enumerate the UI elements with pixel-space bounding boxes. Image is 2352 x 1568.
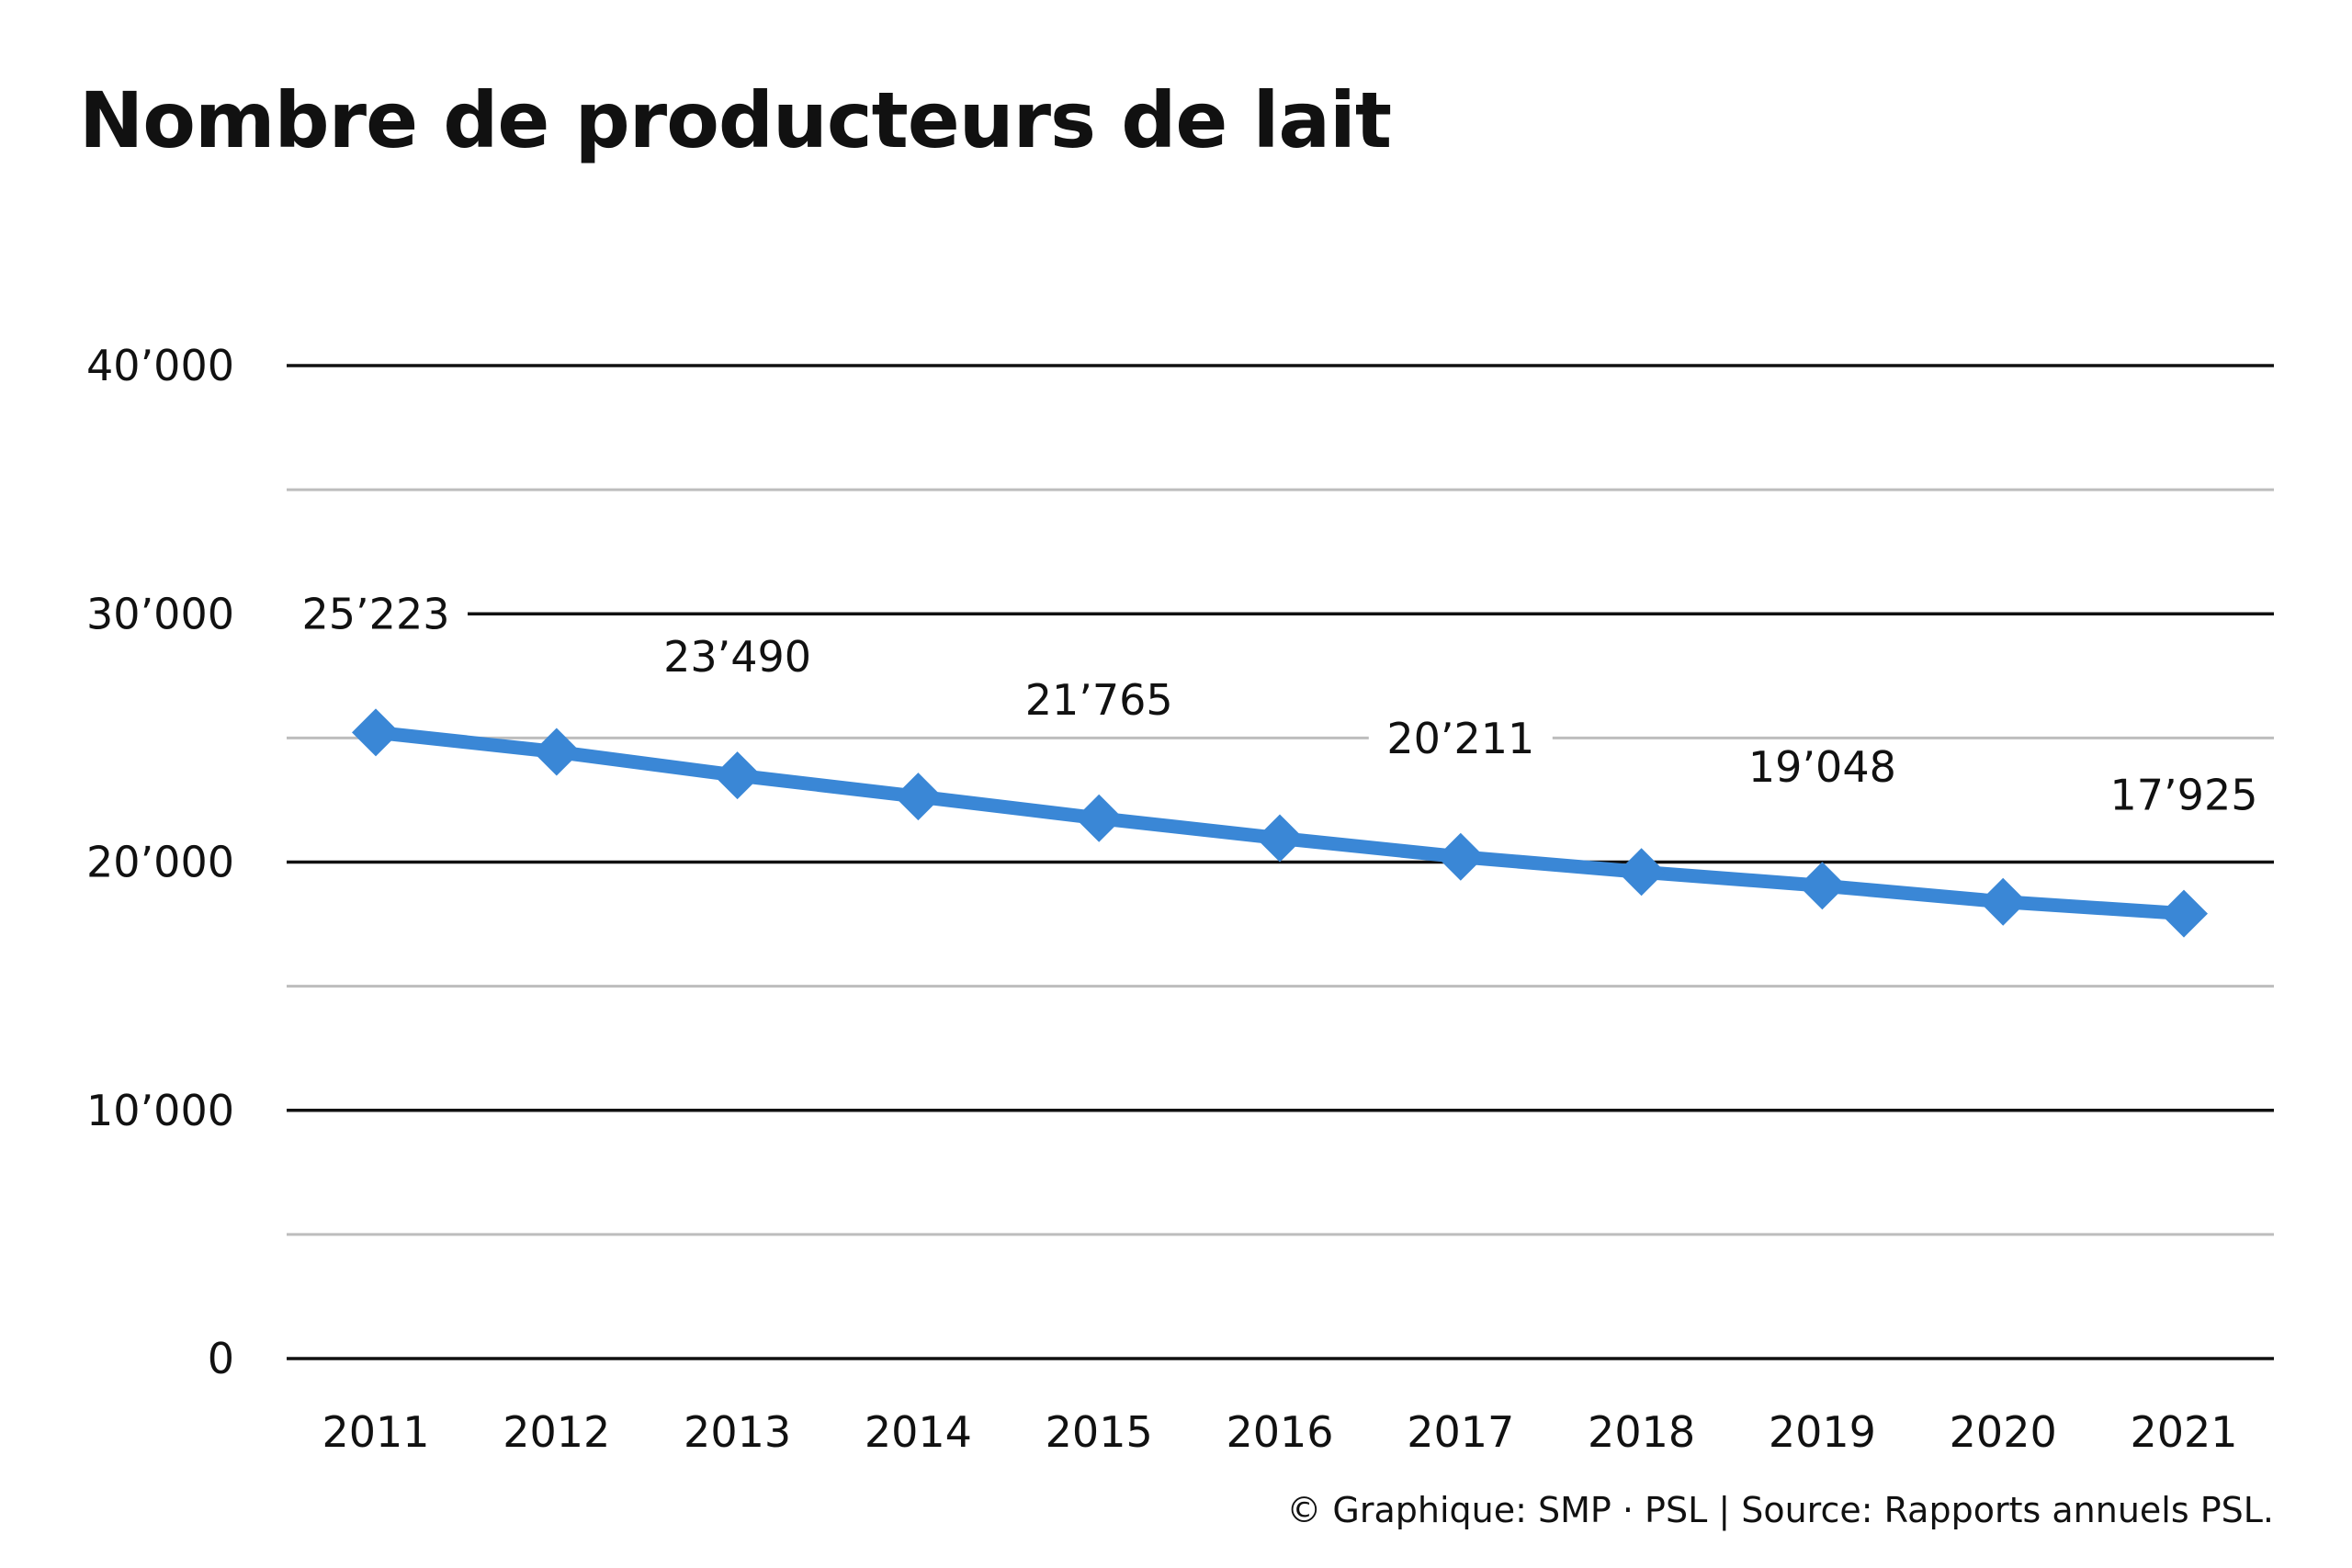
x-tick-label: 2018 bbox=[1588, 1407, 1695, 1457]
x-tick-label: 2012 bbox=[503, 1407, 610, 1457]
data-point-2018 bbox=[1617, 848, 1666, 897]
chart-title: Nombre de producteurs de lait bbox=[79, 75, 1392, 165]
x-tick-label: 2020 bbox=[1950, 1407, 2057, 1457]
y-tick-label: 20’000 bbox=[86, 838, 234, 887]
data-label: 23’490 bbox=[663, 632, 811, 682]
x-tick-label: 2021 bbox=[2130, 1407, 2237, 1457]
data-label-background bbox=[645, 631, 830, 685]
data-label: 19’048 bbox=[1748, 742, 1896, 792]
data-label: 21’765 bbox=[1025, 675, 1173, 725]
data-point-2011 bbox=[352, 708, 400, 757]
data-label-background bbox=[284, 588, 468, 642]
data-label: 20’211 bbox=[1386, 714, 1534, 763]
series bbox=[352, 708, 2208, 938]
data-label-background bbox=[2092, 769, 2276, 823]
y-tick-label: 0 bbox=[208, 1334, 234, 1383]
y-tick-label: 40’000 bbox=[86, 341, 234, 390]
y-tick-label: 10’000 bbox=[86, 1086, 234, 1135]
data-label-background bbox=[1368, 712, 1553, 766]
data-point-2019 bbox=[1798, 862, 1847, 910]
data-label-background bbox=[1730, 741, 1915, 795]
data-labels: 25’223 23’490 21’765 20’211 19’048 17’925 bbox=[284, 588, 2276, 823]
x-tick-label: 2016 bbox=[1226, 1407, 1333, 1457]
data-point-2014 bbox=[894, 773, 943, 821]
data-label: 17’925 bbox=[2110, 771, 2258, 820]
data-point-2020 bbox=[1979, 877, 2028, 926]
gridlines bbox=[287, 364, 2274, 1360]
data-point-2015 bbox=[1075, 794, 1124, 842]
data-label: 25’223 bbox=[302, 589, 450, 638]
data-point-2013 bbox=[713, 751, 762, 800]
x-tick-label: 2017 bbox=[1407, 1407, 1514, 1457]
x-axis-ticks: 2011 2012 2013 2014 2015 2016 2017 2018 2019 2020… bbox=[322, 1407, 2237, 1457]
y-tick-label: 30’000 bbox=[86, 589, 234, 638]
data-point-2017 bbox=[1436, 832, 1485, 881]
x-tick-label: 2011 bbox=[322, 1407, 429, 1457]
x-tick-label: 2019 bbox=[1769, 1407, 1876, 1457]
y-axis-ticks: 0 10’000 20’000 30’000 40’000 bbox=[86, 341, 234, 1383]
x-tick-label: 2014 bbox=[865, 1407, 972, 1457]
data-point-2012 bbox=[532, 728, 581, 776]
x-tick-label: 2015 bbox=[1046, 1407, 1153, 1457]
data-point-2016 bbox=[1256, 814, 1304, 863]
data-label-background bbox=[1007, 673, 1192, 728]
data-point-2021 bbox=[2160, 889, 2208, 938]
x-tick-label: 2013 bbox=[684, 1407, 791, 1457]
source-credit: © Graphique: SMP · PSL | Source: Rapport… bbox=[1286, 1490, 2274, 1530]
